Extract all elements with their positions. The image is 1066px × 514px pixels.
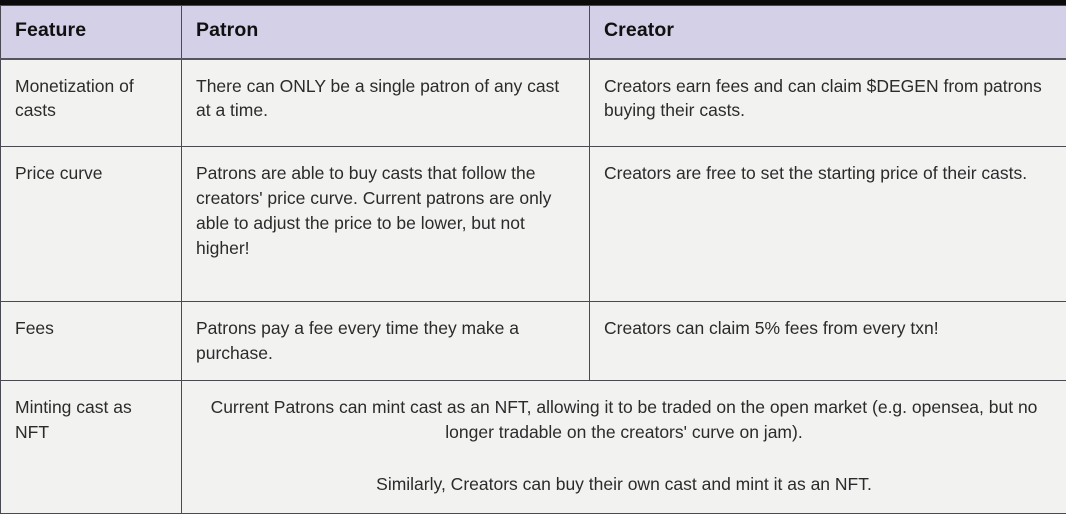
cell-creator-fees: Creators can claim 5% fees from every tx… [590,302,1066,381]
cell-feature-monetization: Monetization of casts [1,59,182,147]
cell-patron-price-curve: Patrons are able to buy casts that follo… [182,147,590,302]
table-row: Minting cast as NFT Current Patrons can … [1,380,1066,514]
cell-patron-fees: Patrons pay a fee every time they make a… [182,302,590,381]
cell-creator-price-curve: Creators are free to set the starting pr… [590,147,1066,302]
table-body: Monetization of casts There can ONLY be … [1,59,1066,514]
table-row: Price curve Patrons are able to buy cast… [1,147,1066,302]
table-head: Feature Patron Creator [1,6,1066,59]
column-header-creator: Creator [590,6,1066,59]
cell-minting-merged: Current Patrons can mint cast as an NFT,… [182,380,1066,514]
cell-feature-fees: Fees [1,302,182,381]
merged-paragraph-secondary: Similarly, Creators can buy their own ca… [202,472,1046,497]
cell-feature-minting: Minting cast as NFT [1,380,182,514]
column-header-patron: Patron [182,6,590,59]
column-header-feature: Feature [1,6,182,59]
cell-patron-monetization: There can ONLY be a single patron of any… [182,59,590,147]
table-header-row: Feature Patron Creator [1,6,1066,59]
feature-comparison-table: Feature Patron Creator Monetization of c… [0,5,1066,514]
table-row: Monetization of casts There can ONLY be … [1,59,1066,147]
cell-feature-price-curve: Price curve [1,147,182,302]
cell-creator-monetization: Creators earn fees and can claim $DEGEN … [590,59,1066,147]
merged-paragraph-primary: Current Patrons can mint cast as an NFT,… [202,395,1046,445]
table-row: Fees Patrons pay a fee every time they m… [1,302,1066,381]
